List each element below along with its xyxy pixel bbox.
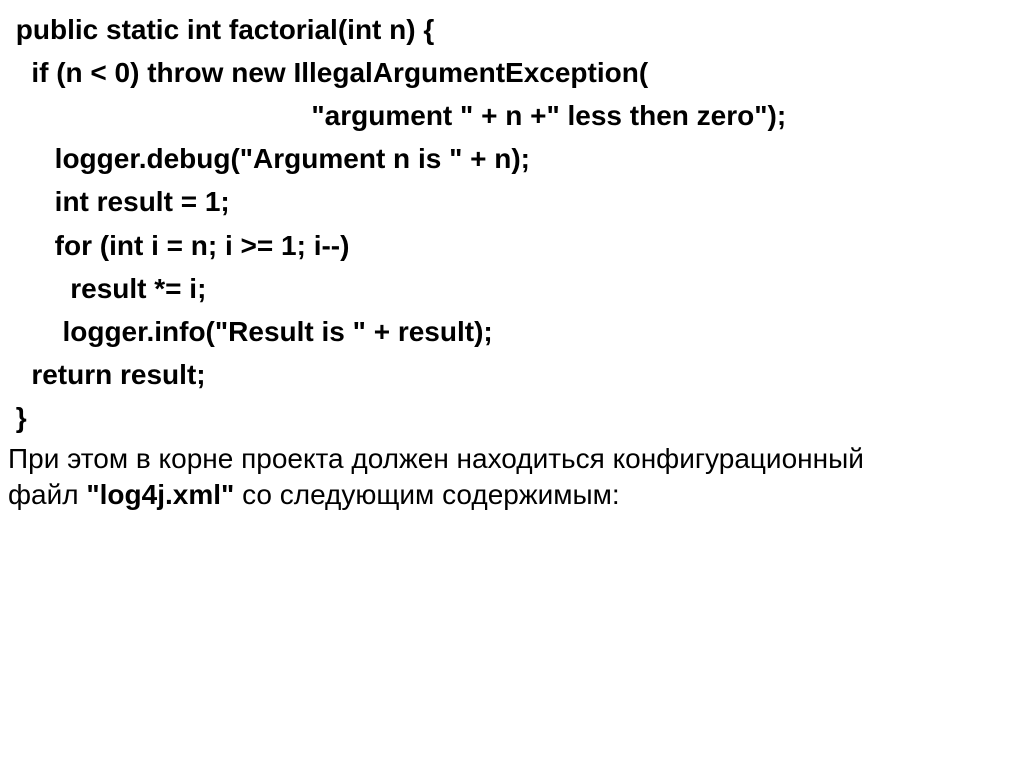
code-line: logger.debug("Argument n is " + n);	[8, 143, 530, 174]
description-text: При этом в корне проекта должен находить…	[8, 441, 888, 514]
code-block: public static int factorial(int n) { if …	[8, 8, 1016, 439]
description-suffix: со следующим содержимым:	[234, 479, 619, 510]
document-container: public static int factorial(int n) { if …	[0, 0, 1024, 514]
code-line: for (int i = n; i >= 1; i--)	[8, 230, 349, 261]
description-filename: "log4j.xml"	[86, 479, 234, 510]
code-line: if (n < 0) throw new IllegalArgumentExce…	[8, 57, 648, 88]
code-line: int result = 1;	[8, 186, 230, 217]
code-line: public static int factorial(int n) {	[8, 14, 434, 45]
code-line: }	[8, 402, 27, 433]
code-line: logger.info("Result is " + result);	[8, 316, 493, 347]
code-line: return result;	[8, 359, 206, 390]
code-line: result *= i;	[8, 273, 206, 304]
code-line: "argument " + n +" less then zero");	[8, 100, 786, 131]
